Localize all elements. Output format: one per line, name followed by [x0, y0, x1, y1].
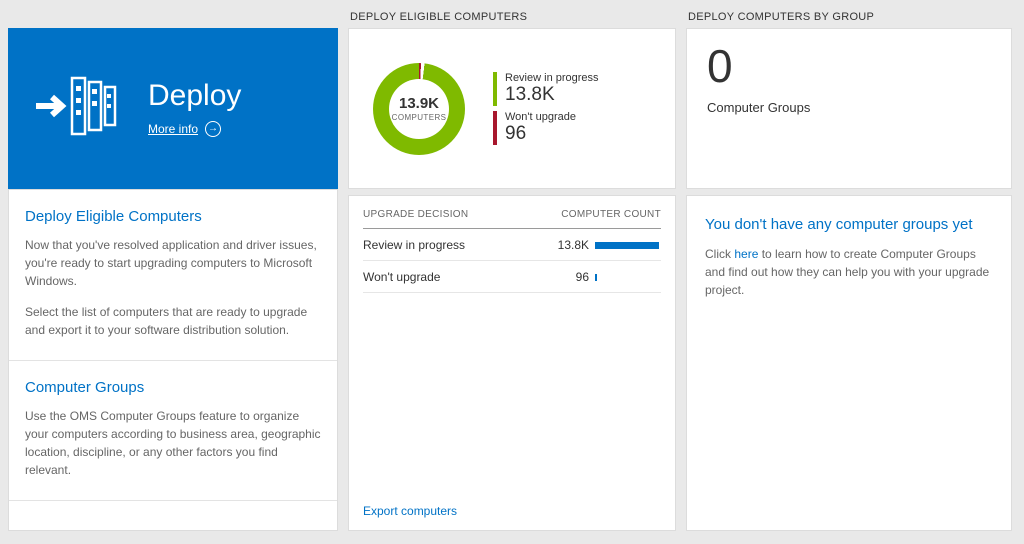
chart-legend: Review in progress 13.8K Won't upgrade 9… — [493, 67, 599, 150]
middle-column-header: DEPLOY ELIGIBLE COMPUTERS — [350, 11, 528, 23]
export-computers-link[interactable]: Export computers — [363, 504, 458, 518]
column-header-upgrade-decision: UPGRADE DECISION — [363, 209, 469, 220]
row-bar-track — [595, 241, 661, 249]
row-bar-track — [595, 273, 661, 281]
row-value: 96 — [575, 270, 589, 284]
legend-value: 96 — [505, 123, 527, 144]
middle-column: DEPLOY ELIGIBLE COMPUTERS 13.9K COMPUTER… — [348, 8, 676, 531]
deploy-icon — [36, 74, 118, 143]
deploy-tile-text: Deploy More info → — [148, 79, 241, 138]
row-bar — [595, 273, 597, 281]
row-value: 13.8K — [557, 238, 589, 252]
more-info-link[interactable]: More info → — [148, 121, 222, 137]
section-deploy-eligible: Deploy Eligible Computers Now that you'v… — [9, 190, 337, 360]
deploy-tile[interactable]: Deploy More info → — [8, 28, 338, 189]
section-paragraph: Select the list of computers that are re… — [25, 305, 308, 337]
section-divider — [9, 500, 337, 530]
legend-color-bar — [493, 72, 497, 106]
donut-chart[interactable]: 13.9K COMPUTERS — [373, 62, 465, 155]
no-groups-text: Click here to learn how to create Comput… — [705, 245, 993, 299]
section-paragraph: Now that you've resolved application and… — [25, 238, 317, 288]
row-label: Review in progress — [363, 238, 466, 252]
table-header-row: UPGRADE DECISION COMPUTER COUNT — [363, 196, 661, 229]
computer-groups-count-card: 0 Computer Groups — [686, 28, 1012, 189]
no-groups-text-before: Click — [705, 247, 735, 261]
more-info-label: More info — [148, 122, 199, 136]
legend-label: Won't upgrade — [505, 111, 577, 123]
left-column-header — [8, 8, 338, 28]
legend-item-review-in-progress[interactable]: Review in progress 13.8K — [493, 72, 599, 106]
donut-center-label: COMPUTERS — [391, 113, 447, 122]
legend-item-wont-upgrade[interactable]: Won't upgrade 96 — [493, 111, 599, 145]
right-column-header: DEPLOY COMPUTERS BY GROUP — [688, 11, 875, 23]
here-link[interactable]: here — [734, 247, 759, 261]
right-column: DEPLOY COMPUTERS BY GROUP 0 Computer Gro… — [686, 8, 1012, 531]
section-paragraph: Use the OMS Computer Groups feature to o… — [25, 409, 321, 477]
column-header-computer-count: COMPUTER COUNT — [561, 209, 661, 220]
no-groups-text-after: to learn how to create Computer Groups a… — [705, 247, 990, 297]
deploy-info-panel: Deploy Eligible Computers Now that you'v… — [8, 189, 338, 531]
table-row[interactable]: Won't upgrade 96 — [363, 261, 661, 293]
deploy-tile-title: Deploy — [148, 79, 242, 112]
section-heading-computer-groups: Computer Groups — [25, 379, 145, 396]
row-label: Won't upgrade — [363, 270, 441, 284]
row-bar — [595, 241, 659, 249]
upgrade-decision-table-card: UPGRADE DECISION COMPUTER COUNT Review i… — [348, 195, 676, 531]
arrow-circle-icon: → — [205, 121, 222, 137]
deploy-dashboard: Deploy More info → Deploy Eligible Compu… — [8, 8, 1012, 531]
legend-label: Review in progress — [505, 72, 599, 85]
legend-item-text: Review in progress 13.8K — [505, 72, 599, 106]
computer-groups-count: 0 — [707, 40, 733, 92]
no-groups-card: You don't have any computer groups yet C… — [686, 195, 1012, 531]
no-groups-heading: You don't have any computer groups yet — [705, 216, 973, 233]
section-heading-deploy-eligible: Deploy Eligible Computers — [25, 208, 202, 225]
legend-color-bar — [493, 111, 497, 145]
legend-item-text: Won't upgrade 96 — [505, 111, 576, 145]
table-row[interactable]: Review in progress 13.8K — [363, 229, 661, 261]
legend-value: 13.8K — [505, 84, 555, 106]
left-column: Deploy More info → Deploy Eligible Compu… — [8, 8, 338, 531]
donut-center: 13.9K COMPUTERS — [389, 78, 449, 139]
eligible-computers-chart-card: 13.9K COMPUTERS Review in progress 13.8K… — [348, 28, 676, 189]
donut-center-value: 13.9K — [398, 95, 440, 112]
section-computer-groups: Computer Groups Use the OMS Computer Gro… — [9, 360, 337, 500]
computer-groups-count-label: Computer Groups — [707, 99, 811, 115]
